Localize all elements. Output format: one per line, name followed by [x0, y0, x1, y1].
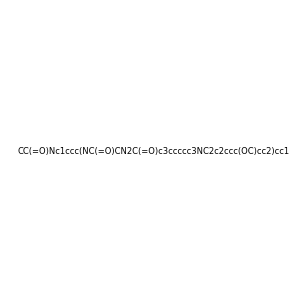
- Text: CC(=O)Nc1ccc(NC(=O)CN2C(=O)c3ccccc3NC2c2ccc(OC)cc2)cc1: CC(=O)Nc1ccc(NC(=O)CN2C(=O)c3ccccc3NC2c2…: [18, 147, 290, 156]
